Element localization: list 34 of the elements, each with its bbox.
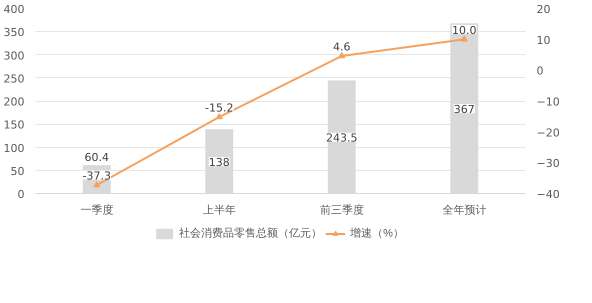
point — [216, 113, 223, 120]
y-tick-label: 300 — [4, 49, 25, 62]
data-label: -15.2 — [205, 102, 234, 115]
y2-tick-label: 20 — [536, 3, 550, 16]
data-label: 60.4 — [84, 150, 110, 164]
y2-tick-label: −40 — [536, 188, 560, 201]
legend-label: 社会消费品零售总额（亿元） — [179, 226, 322, 240]
data-label: 367 — [454, 103, 475, 116]
y2-tick-label: −20 — [536, 126, 560, 140]
y-tick-label: 50 — [10, 164, 25, 178]
y2-tick-label: −30 — [536, 157, 560, 170]
y-tick-label: 350 — [4, 26, 25, 40]
y2-tick-label: 10 — [536, 34, 550, 47]
data-label: 10.0 — [452, 24, 477, 37]
data-label: 243.5 — [326, 132, 358, 145]
point — [93, 181, 100, 188]
x-tick-label: 前三季度 — [320, 204, 364, 216]
y-tick-label: 200 — [4, 96, 25, 108]
y-tick-label: 150 — [4, 118, 25, 132]
y-tick-label: 400 — [4, 3, 25, 16]
y2-tick-label: −10 — [536, 96, 560, 108]
y-tick-label: 250 — [4, 72, 25, 86]
point — [460, 35, 468, 42]
data-label: -37.3 — [82, 170, 111, 183]
legend-label: 增速（%） — [350, 226, 404, 240]
y-tick-label: 0 — [18, 188, 24, 201]
x-tick-label: 一季度 — [80, 204, 114, 216]
point — [338, 52, 346, 58]
data-label: 138 — [208, 156, 230, 170]
x-tick-label: 全年预计 — [442, 204, 486, 216]
y-tick-label: 100 — [4, 142, 25, 155]
x-tick-label: 上半年 — [202, 204, 236, 216]
data-label: 4.6 — [333, 40, 351, 54]
y2-tick-label: 0 — [536, 64, 544, 78]
